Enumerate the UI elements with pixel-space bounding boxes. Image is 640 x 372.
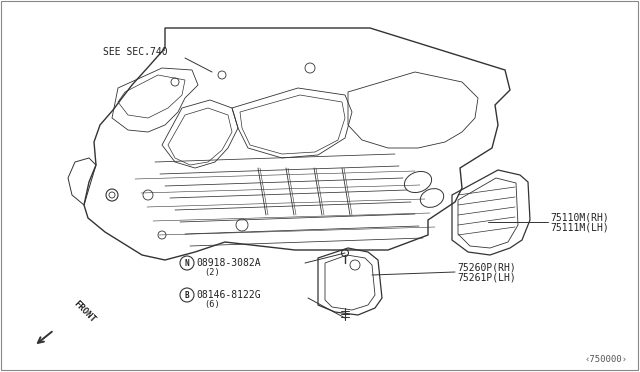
- Text: 08146-8122G: 08146-8122G: [196, 290, 260, 300]
- Text: 75110M(RH): 75110M(RH): [550, 213, 609, 223]
- Text: 75111M(LH): 75111M(LH): [550, 223, 609, 233]
- Text: SEE SEC.740: SEE SEC.740: [103, 47, 168, 57]
- Text: N: N: [185, 259, 189, 267]
- Text: (6): (6): [204, 301, 220, 310]
- Text: 08918-3082A: 08918-3082A: [196, 258, 260, 268]
- Text: ‹750000›: ‹750000›: [585, 355, 628, 364]
- Text: FRONT: FRONT: [72, 299, 97, 324]
- Text: (2): (2): [204, 269, 220, 278]
- Text: 75261P(LH): 75261P(LH): [457, 273, 516, 283]
- Text: B: B: [185, 291, 189, 299]
- Text: 75260P(RH): 75260P(RH): [457, 263, 516, 273]
